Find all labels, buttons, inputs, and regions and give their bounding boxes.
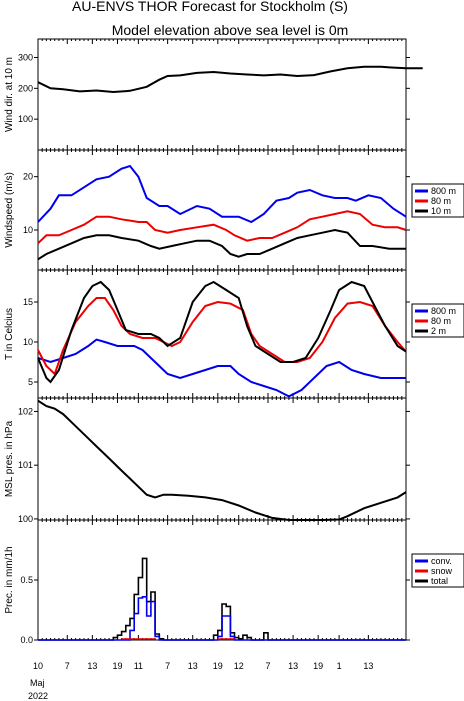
legend-label: 80 m bbox=[431, 316, 451, 326]
x-tick-label: 19 bbox=[313, 661, 323, 671]
x-tick-label: 13 bbox=[363, 661, 373, 671]
legend-label: 800 m bbox=[431, 186, 456, 196]
x-tick-label: 1 bbox=[337, 661, 342, 671]
panel-frame bbox=[37, 269, 407, 399]
y-tick-label: 5 bbox=[28, 377, 33, 387]
x-tick-label: 19 bbox=[213, 661, 223, 671]
x-tick-label: 12 bbox=[234, 661, 244, 671]
legend: 800 m80 m10 m bbox=[411, 183, 464, 218]
y-axis-label: Wind dir. at 10 m bbox=[4, 57, 15, 132]
y-axis-label: Windspeed (m/s) bbox=[4, 172, 15, 248]
series-line-10m bbox=[37, 228, 406, 261]
series-line-main bbox=[37, 65, 423, 94]
series-line-800m bbox=[37, 338, 406, 398]
legend-label: 2 m bbox=[431, 326, 446, 336]
x-tick-label: 11 bbox=[134, 661, 143, 671]
y-tick-label: 0.5 bbox=[20, 575, 33, 585]
y-tick-label: 0.0 bbox=[20, 635, 33, 645]
series-line-80m bbox=[37, 297, 407, 376]
x-tick-label: 19 bbox=[112, 661, 122, 671]
y-tick-label: 20 bbox=[23, 172, 33, 182]
y-tick-label: 10 bbox=[23, 225, 33, 235]
legend-label: total bbox=[431, 576, 448, 586]
series-line-2m bbox=[37, 280, 407, 384]
panel-frame bbox=[37, 149, 407, 271]
y-tick-label: 200 bbox=[18, 83, 33, 93]
y-tick-label: 300 bbox=[18, 53, 33, 63]
legend-label: conv. bbox=[431, 556, 452, 566]
series-line-80m bbox=[37, 210, 407, 245]
chart-title-line1: AU-ENVS THOR Forecast for Stockholm (S) bbox=[72, 0, 348, 14]
y-tick-label: 101 bbox=[18, 460, 33, 470]
legend-label: 80 m bbox=[431, 196, 451, 206]
y-tick-label: 15 bbox=[23, 297, 33, 307]
legend-label: 800 m bbox=[431, 306, 456, 316]
x-tick-label: 13 bbox=[188, 661, 198, 671]
panel-2: 10 20 Windspeed (m/s) 800 m80 m10 m bbox=[4, 149, 464, 271]
panel-3: 5 10 15 T in Celcius 800 m80 m2 m bbox=[4, 269, 464, 399]
legend-label: snow bbox=[431, 566, 453, 576]
y-tick-label: 102 bbox=[18, 406, 33, 416]
legend-label: 10 m bbox=[431, 206, 451, 216]
y-tick-label: 100 bbox=[18, 114, 33, 124]
x-tick-label: 7 bbox=[265, 661, 270, 671]
chart-title-line2: Model elevation above sea level is 0m bbox=[112, 22, 349, 38]
series-line-main bbox=[37, 399, 407, 521]
panel-frame bbox=[37, 397, 407, 521]
year-label: 2022 bbox=[28, 691, 48, 701]
legend: 800 m80 m2 m bbox=[411, 303, 464, 338]
y-axis-label: MSL pres. in hPa bbox=[4, 420, 15, 497]
precip-steps-conv bbox=[38, 596, 406, 641]
x-tick-label: 7 bbox=[65, 661, 70, 671]
x-axis: 10 7 13 19 11 7 13 19 12 7 13 19 1 13 bbox=[33, 661, 373, 671]
x-tick-label: 7 bbox=[165, 661, 170, 671]
y-tick-label: 100 bbox=[18, 514, 33, 524]
y-axis-label: Prec. in mm/1h bbox=[4, 546, 15, 613]
month-label: Maj bbox=[30, 678, 45, 688]
x-tick-label: 13 bbox=[288, 661, 298, 671]
y-axis-label: T in Celcius bbox=[4, 308, 15, 360]
x-tick-label: 13 bbox=[87, 661, 97, 671]
x-tick-label: 10 bbox=[33, 661, 43, 671]
series-line-800m bbox=[37, 164, 407, 224]
y-tick-label: 10 bbox=[23, 337, 33, 347]
panel-frame bbox=[37, 38, 407, 151]
